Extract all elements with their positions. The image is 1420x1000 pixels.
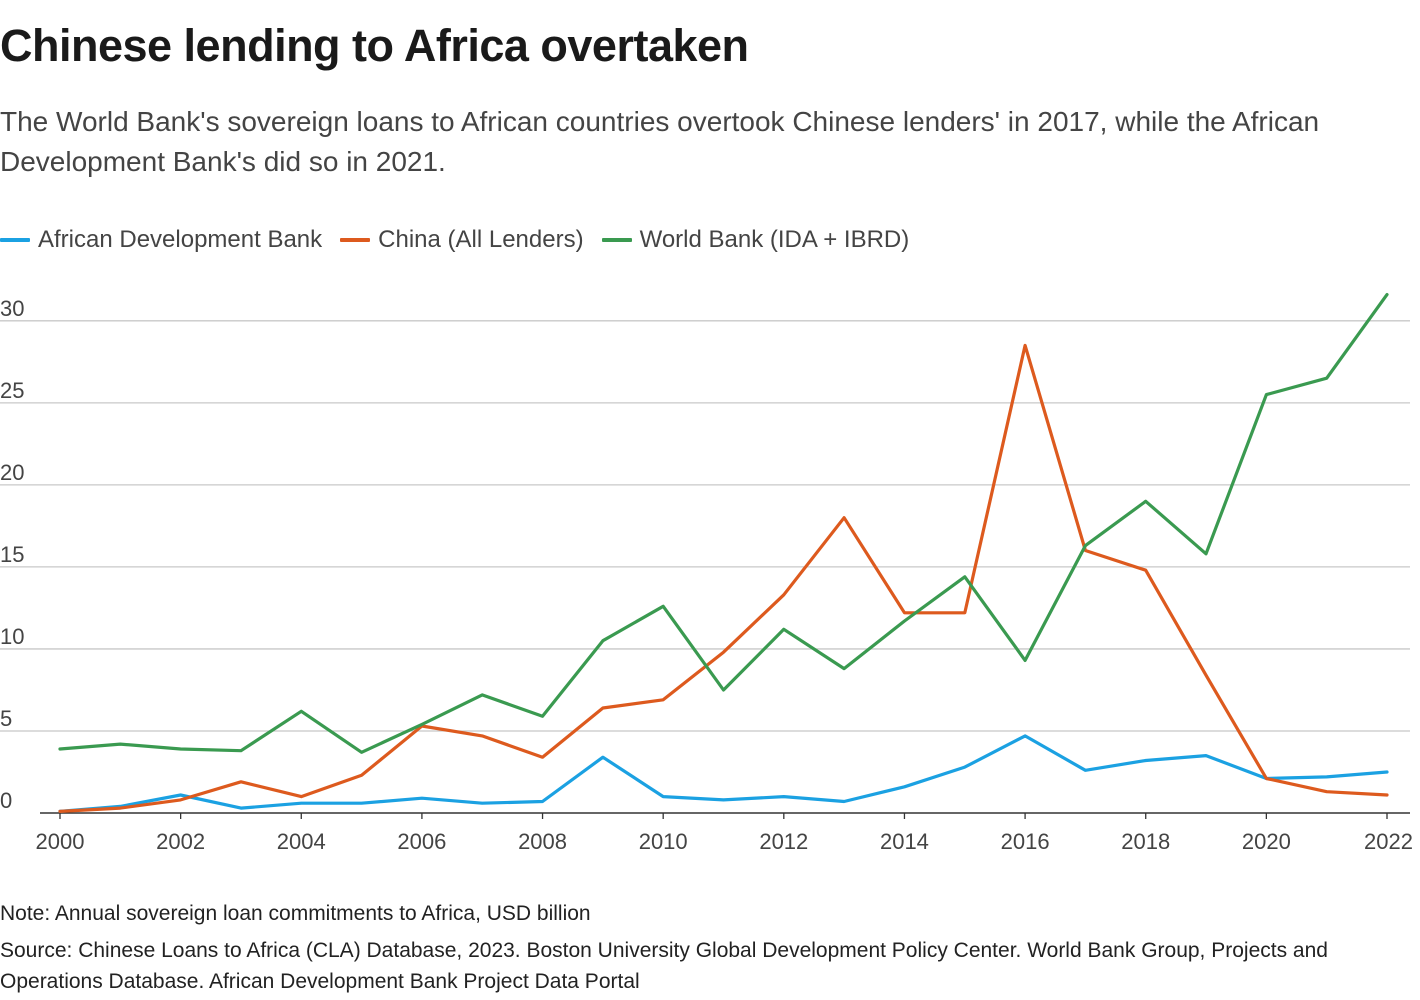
axes: 0 5 10 15 20 25 30 2000 2002 2004 2006 2008 2010 2012…	[0, 296, 1413, 854]
x-tick-label: 2018	[1121, 829, 1170, 854]
x-tick-label: 2014	[880, 829, 929, 854]
series-line-worldbank	[58, 293, 1389, 754]
y-tick-label: 30	[0, 296, 24, 321]
chart-title: Chinese lending to Africa overtaken	[0, 20, 749, 71]
x-tick-label: 2020	[1242, 829, 1291, 854]
legend-swatch-worldbank	[601, 238, 632, 242]
chart-source: Source: Chinese Loans to Africa (CLA) Da…	[0, 939, 1328, 993]
x-tick-label: 2022	[1364, 829, 1413, 854]
x-tick-label: 2010	[639, 829, 688, 854]
chart-note: Note: Annual sovereign loan commitments …	[0, 902, 591, 925]
legend-swatch-china	[340, 238, 371, 242]
x-tick-label: 2004	[277, 829, 326, 854]
line-chart: 0 5 10 15 20 25 30 2000 2002 2004 2006 2008 2010 2012…	[0, 293, 1413, 854]
legend-item-afdb: African Development Bank	[0, 226, 322, 254]
y-tick-label: 25	[0, 378, 24, 403]
y-tick-label: 10	[0, 624, 24, 649]
x-tick-label: 2000	[36, 829, 85, 854]
x-tick-label: 2002	[156, 829, 205, 854]
legend-label-china: China (All Lenders)	[378, 226, 584, 253]
y-tick-label: 20	[0, 460, 24, 485]
x-tick-label: 2008	[518, 829, 567, 854]
series-line-afdb	[58, 734, 1389, 814]
series-lines	[58, 293, 1389, 814]
x-tick-label: 2016	[1001, 829, 1050, 854]
chart-subtitle: The World Bank's sovereign loans to Afri…	[0, 106, 1320, 177]
x-tick-label: 2006	[397, 829, 446, 854]
y-tick-label: 0	[0, 788, 12, 813]
legend-label-worldbank: World Bank (IDA + IBRD)	[639, 226, 910, 253]
chart-legend: African Development Bank China (All Lend…	[0, 226, 927, 254]
series-line-china	[58, 343, 1389, 814]
legend-item-worldbank: World Bank (IDA + IBRD)	[601, 226, 910, 254]
gridlines	[0, 320, 1410, 732]
legend-swatch-afdb	[0, 238, 30, 242]
legend-label-afdb: African Development Bank	[38, 226, 323, 253]
x-tick-label: 2012	[759, 829, 808, 854]
y-tick-label: 5	[0, 706, 12, 731]
legend-item-china: China (All Lenders)	[340, 226, 584, 254]
y-tick-label: 15	[0, 542, 24, 567]
